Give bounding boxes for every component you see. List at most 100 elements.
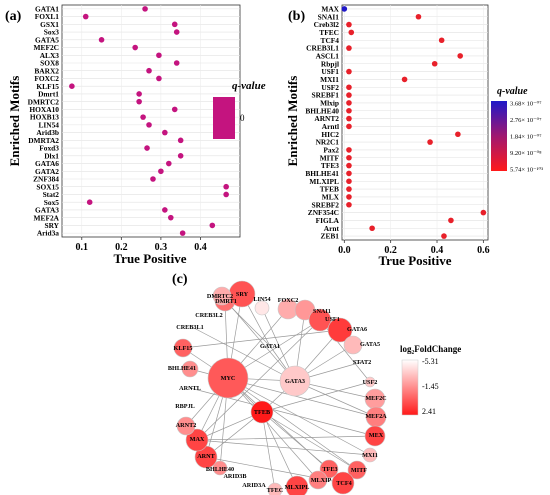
point-b bbox=[346, 201, 352, 208]
network-node-label: MYC bbox=[221, 375, 236, 382]
network-node-label: MITF bbox=[351, 467, 367, 474]
point-b bbox=[448, 217, 454, 224]
point-b bbox=[346, 115, 352, 122]
legend-title-c: log₂FoldChange bbox=[400, 344, 461, 354]
point-a bbox=[167, 214, 174, 221]
y-tick-label-a: HOXA10 bbox=[29, 105, 59, 114]
point-b bbox=[346, 147, 352, 153]
y-tick-label-b: SREBF1 bbox=[311, 91, 339, 100]
point-a bbox=[223, 183, 229, 190]
point-a bbox=[156, 75, 162, 82]
point-b bbox=[480, 209, 487, 216]
y-tick-label-b: Pax2 bbox=[323, 146, 339, 155]
y-tick-label-b: CREB3L1 bbox=[306, 44, 339, 53]
point-b bbox=[346, 186, 352, 192]
x-axis-label-b: True Positive bbox=[378, 253, 451, 268]
network-node-label: TFEC bbox=[267, 487, 284, 494]
network-node bbox=[181, 360, 199, 378]
point-b bbox=[346, 154, 352, 161]
legend-label-b: 5.74× 10⁻¹⁰³ bbox=[510, 167, 543, 174]
y-tick-label-b: MITF bbox=[320, 153, 340, 162]
point-a bbox=[86, 199, 93, 205]
y-tick-label-b: USF1 bbox=[321, 67, 339, 76]
y-tick-label-a: SOX8 bbox=[40, 59, 59, 68]
network-node-label: LIN54 bbox=[253, 296, 270, 303]
point-a bbox=[142, 6, 148, 12]
point-b bbox=[401, 76, 408, 83]
network-edge bbox=[261, 411, 298, 488]
legend-title-b: q-value bbox=[497, 86, 528, 97]
point-b bbox=[346, 68, 352, 75]
point-b bbox=[346, 21, 352, 28]
network-node bbox=[331, 471, 355, 495]
point-b bbox=[346, 170, 352, 177]
network-node-label: STAT2 bbox=[353, 359, 371, 366]
network-node-label: SNAI1 bbox=[313, 308, 331, 315]
y-tick-label-a: MEF2C bbox=[34, 43, 59, 52]
network-node-label: GATA1 bbox=[260, 343, 280, 350]
x-tick-label-a: 0.2 bbox=[115, 242, 128, 253]
network-node-label: ARNTL bbox=[179, 385, 201, 392]
legend-label-b: 1.84× 10⁻⁰⁷ bbox=[510, 134, 541, 141]
network-node-label: MEF2A bbox=[365, 413, 387, 420]
point-b bbox=[438, 37, 445, 44]
network-node-label: TCF4 bbox=[336, 480, 351, 487]
panel-a-chart: GATA1FOXL1GSX1Sox3GATA5MEF2CALX3SOX8BARX… bbox=[7, 4, 266, 266]
legend-title-a: q-value bbox=[232, 80, 266, 92]
network-edge bbox=[261, 411, 358, 471]
panel-b-chart: MAXSNAI1Creb3l2TFECTCF4CREB3L1ASCL1Rbpjl… bbox=[285, 5, 543, 268]
network-node-label: MLXIPL bbox=[285, 484, 310, 491]
network-node bbox=[343, 335, 363, 355]
point-a bbox=[162, 129, 168, 136]
y-tick-label-a: Sox3 bbox=[44, 28, 60, 37]
network-node-label: TFE3 bbox=[322, 466, 337, 473]
plot-a-frame bbox=[61, 4, 241, 238]
x-tick-label-b: 0.6 bbox=[477, 245, 490, 256]
point-b bbox=[346, 100, 352, 106]
panel-label-b: (b) bbox=[288, 9, 305, 24]
panel-label-c: (c) bbox=[172, 272, 188, 287]
network-node-label: ARID3B bbox=[223, 473, 246, 480]
network-node-label: KLF15 bbox=[174, 345, 193, 352]
y-tick-label-a: Dmrt1 bbox=[38, 90, 59, 99]
network-edge bbox=[227, 377, 319, 481]
y-tick-label-a: ZNF384 bbox=[33, 175, 59, 184]
y-tick-label-b: MLXIPL bbox=[309, 177, 339, 186]
network-node bbox=[173, 338, 193, 358]
y-tick-label-a: Arid3b bbox=[36, 128, 59, 137]
y-tick-label-a: GATA2 bbox=[35, 167, 59, 176]
legend-label-b: 2.76× 10⁻⁰⁷ bbox=[510, 117, 541, 124]
point-b bbox=[346, 194, 352, 200]
y-axis-label-a: Enriched Motifs bbox=[7, 76, 22, 167]
y-tick-label-a: Dlx1 bbox=[44, 151, 59, 160]
network-node-label: CREB3L2 bbox=[195, 312, 223, 319]
network-node bbox=[308, 470, 328, 490]
network-node-label: MXI1 bbox=[362, 452, 378, 459]
network-node-label: ARNT bbox=[197, 453, 215, 460]
legend-label-a: 0 bbox=[240, 113, 245, 123]
point-b bbox=[346, 178, 352, 185]
network-node-label: BHLHE41 bbox=[168, 365, 196, 372]
y-tick-label-a: KLF15 bbox=[36, 82, 59, 91]
network-node-label: DMRTC2 bbox=[207, 293, 233, 300]
network-node-label: TFEB bbox=[254, 409, 270, 416]
network-node-label: GATA6 bbox=[347, 326, 367, 333]
x-tick-label-a: 0.3 bbox=[155, 242, 168, 253]
point-a bbox=[98, 37, 105, 43]
y-tick-label-b: ARNT2 bbox=[314, 114, 339, 123]
y-tick-label-b: ZNF354C bbox=[308, 208, 339, 217]
network-node-label: BHLHE40 bbox=[206, 466, 234, 473]
network-edge bbox=[224, 300, 271, 347]
legend-label-b: 3.68× 10⁻⁰⁷ bbox=[510, 101, 541, 108]
y-tick-label-a: GSX1 bbox=[40, 20, 59, 29]
y-tick-label-a: SRY bbox=[44, 221, 59, 230]
y-tick-label-a: GATA3 bbox=[35, 206, 59, 215]
y-axis-label-b: Enriched Motifs bbox=[285, 76, 300, 167]
legend-c-min: 2.41 bbox=[422, 407, 436, 416]
y-tick-label-a: GATA6 bbox=[35, 159, 59, 168]
network-node-label: ARID3A bbox=[242, 482, 266, 489]
point-a bbox=[177, 153, 184, 159]
point-a bbox=[162, 207, 168, 213]
point-a bbox=[158, 168, 164, 175]
y-tick-label-a: BARX2 bbox=[34, 66, 59, 75]
